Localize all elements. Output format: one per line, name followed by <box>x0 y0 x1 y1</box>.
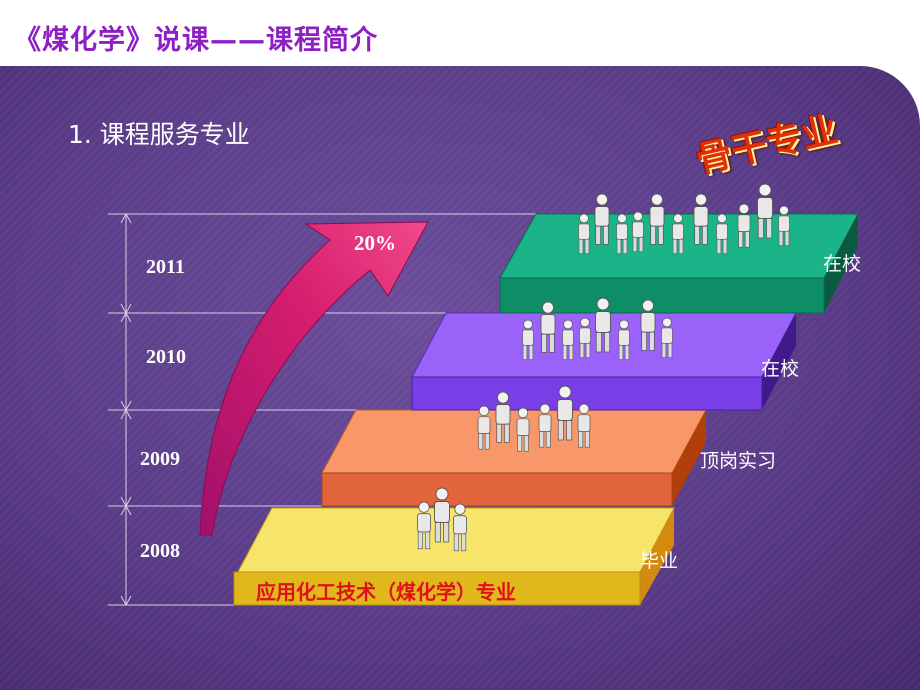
year-label-2009: 2009 <box>140 448 180 470</box>
year-label-2011: 2011 <box>146 256 185 278</box>
major-name: 应用化工技术（煤化学）专业 <box>256 580 516 604</box>
slide-title: 《煤化学》说课——课程简介 <box>14 25 378 56</box>
growth-percentage: 20% <box>354 231 396 255</box>
people-enrolled-2010 <box>522 297 673 360</box>
title-bar: 《煤化学》说课——课程简介 <box>0 0 920 66</box>
growth-arrow <box>199 221 429 536</box>
timeline-guides <box>108 212 586 607</box>
status-label-2008: 毕业 <box>640 550 679 572</box>
step-enrolled-2010 <box>411 312 797 411</box>
status-label-2009: 顶岗实习 <box>700 450 777 472</box>
section-heading: 1. 课程服务专业 <box>68 120 250 149</box>
step-internship <box>321 409 707 507</box>
status-label-2010: 在校 <box>761 358 800 380</box>
status-label-2011: 在校 <box>823 253 862 275</box>
year-label-2010: 2010 <box>146 346 186 368</box>
year-label-2008: 2008 <box>140 540 180 562</box>
